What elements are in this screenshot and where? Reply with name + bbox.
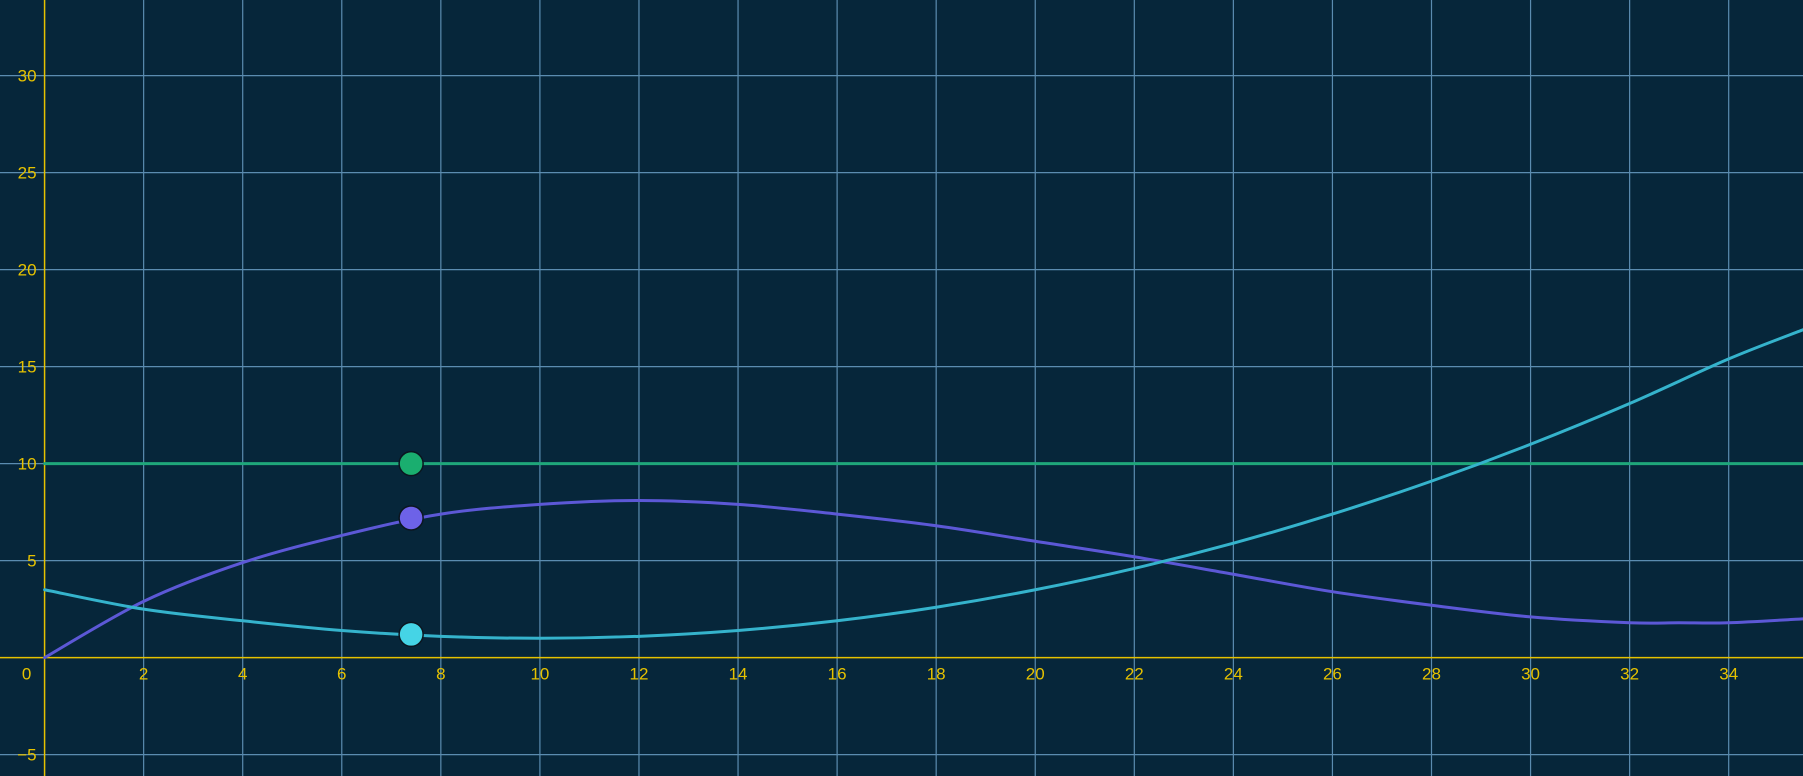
y-tick-label: 10: [18, 455, 37, 474]
x-tick-label: 20: [1026, 665, 1045, 684]
x-tick-label: 8: [436, 665, 445, 684]
x-tick-label: 12: [630, 665, 649, 684]
x-tick-label: 34: [1719, 665, 1738, 684]
y-tick-label: 5: [27, 552, 36, 571]
x-tick-label: 24: [1224, 665, 1243, 684]
y-tick-label: 20: [18, 261, 37, 280]
cyan-curve: [43, 328, 1803, 640]
x-tick-label: 4: [238, 665, 247, 684]
x-tick-label: 10: [530, 665, 549, 684]
green-point[interactable]: [398, 450, 424, 477]
x-tick-label: 30: [1521, 665, 1540, 684]
y-tick-label: 15: [18, 358, 37, 377]
y-tick-label: 25: [18, 164, 37, 183]
x-tick-label: 16: [828, 665, 847, 684]
series-group: [43, 328, 1803, 660]
x-tick-label: 18: [927, 665, 946, 684]
x-tick-label: 32: [1620, 665, 1639, 684]
points-group[interactable]: [398, 450, 424, 648]
x-tick-label: 26: [1323, 665, 1342, 684]
x-tick-label: 0: [22, 665, 31, 684]
x-tick-label: 6: [337, 665, 346, 684]
x-tick-label: 14: [729, 665, 748, 684]
purple-point[interactable]: [398, 505, 424, 531]
x-tick-label: 22: [1125, 665, 1144, 684]
y-tick-label: 30: [18, 67, 37, 86]
x-tick-label: 28: [1422, 665, 1441, 684]
x-tick-label: 2: [139, 665, 148, 684]
purple-curve: [43, 499, 1803, 660]
y-tick-label: −5: [17, 746, 36, 765]
cyan-point[interactable]: [398, 621, 424, 648]
tick-labels: 0 2 4 6 8 10 12 14 16 18 20 22 24 26 28 30 32 34−55101520…: [17, 67, 1738, 765]
